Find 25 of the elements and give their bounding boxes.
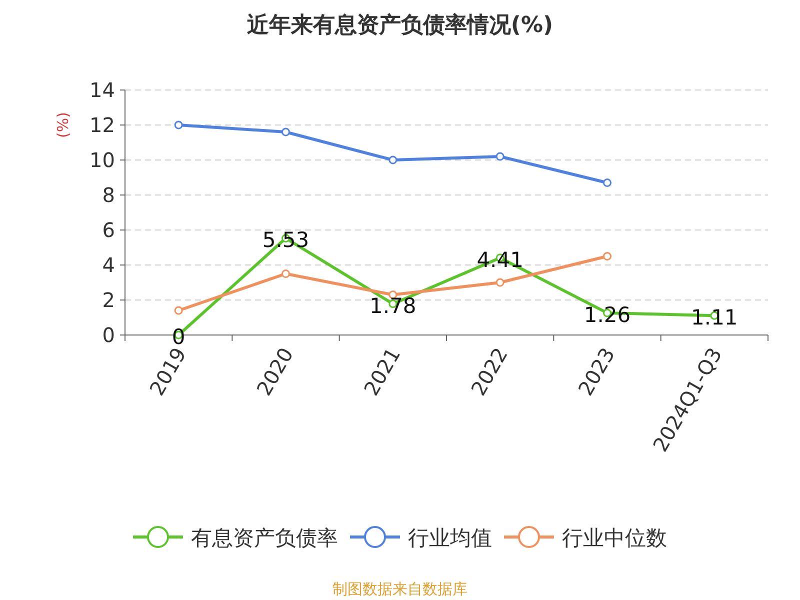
point (282, 128, 290, 136)
chart-title: 近年来有息资产负债率情况(%) (246, 12, 554, 38)
y-tick-label: 2 (102, 288, 115, 312)
point (174, 120, 183, 130)
y-axis-title: (%) (54, 112, 72, 138)
point (174, 306, 183, 315)
point (496, 278, 504, 287)
y-tick-label: 4 (102, 253, 115, 277)
legend-label: 行业均值 (408, 526, 492, 550)
point (388, 156, 398, 164)
legend-label: 行业中位数 (562, 526, 667, 550)
point (282, 270, 290, 278)
y-tick-label: 0 (102, 323, 115, 347)
point (496, 152, 504, 161)
y-tick-label: 14 (90, 78, 115, 102)
legend-label: 有息资产负债率 (191, 526, 338, 550)
y-tick-label: 10 (90, 148, 115, 172)
y-tick-label: 12 (90, 113, 115, 137)
data-label: 1.11 (691, 306, 738, 330)
y-tick-label: 8 (102, 183, 115, 207)
y-tick-label: 6 (102, 218, 115, 242)
point (603, 252, 612, 260)
point (603, 178, 612, 187)
text: 制图数据来自数据库 (332, 580, 468, 598)
data-label: 1.78 (370, 294, 416, 318)
